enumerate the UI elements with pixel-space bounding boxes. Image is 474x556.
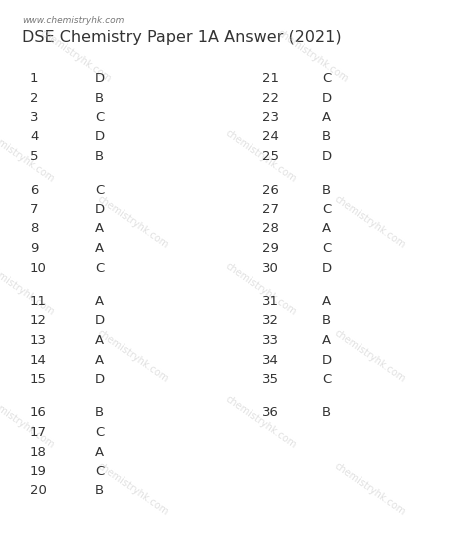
Text: 11: 11	[30, 295, 47, 308]
Text: A: A	[95, 354, 104, 366]
Text: B: B	[322, 183, 331, 196]
Text: chemistryhk.com: chemistryhk.com	[223, 127, 298, 184]
Text: chemistryhk.com: chemistryhk.com	[223, 394, 298, 451]
Text: C: C	[95, 426, 104, 439]
Text: 24: 24	[262, 131, 279, 143]
Text: 19: 19	[30, 465, 47, 478]
Text: D: D	[322, 261, 332, 275]
Text: D: D	[322, 92, 332, 105]
Text: chemistryhk.com: chemistryhk.com	[0, 394, 56, 451]
Text: 8: 8	[30, 222, 38, 236]
Text: 16: 16	[30, 406, 47, 419]
Text: B: B	[95, 484, 104, 498]
Text: A: A	[322, 222, 331, 236]
Text: D: D	[95, 315, 105, 327]
Text: 14: 14	[30, 354, 47, 366]
Text: 27: 27	[262, 203, 279, 216]
Text: D: D	[95, 72, 105, 85]
Text: 29: 29	[262, 242, 279, 255]
Text: DSE Chemistry Paper 1A Answer (2021): DSE Chemistry Paper 1A Answer (2021)	[22, 30, 342, 45]
Text: 18: 18	[30, 445, 47, 459]
Text: chemistryhk.com: chemistryhk.com	[38, 27, 113, 84]
Text: chemistryhk.com: chemistryhk.com	[275, 27, 350, 84]
Text: 13: 13	[30, 334, 47, 347]
Text: D: D	[322, 354, 332, 366]
Text: 3: 3	[30, 111, 38, 124]
Text: A: A	[95, 445, 104, 459]
Text: chemistryhk.com: chemistryhk.com	[95, 461, 170, 518]
Text: A: A	[95, 334, 104, 347]
Text: 9: 9	[30, 242, 38, 255]
Text: chemistryhk.com: chemistryhk.com	[332, 327, 407, 384]
Text: 5: 5	[30, 150, 38, 163]
Text: C: C	[95, 111, 104, 124]
Text: chemistryhk.com: chemistryhk.com	[0, 261, 56, 317]
Text: C: C	[322, 203, 331, 216]
Text: D: D	[95, 373, 105, 386]
Text: D: D	[322, 150, 332, 163]
Text: chemistryhk.com: chemistryhk.com	[332, 194, 407, 251]
Text: 4: 4	[30, 131, 38, 143]
Text: chemistryhk.com: chemistryhk.com	[332, 461, 407, 518]
Text: 20: 20	[30, 484, 47, 498]
Text: C: C	[95, 261, 104, 275]
Text: 2: 2	[30, 92, 38, 105]
Text: 34: 34	[262, 354, 279, 366]
Text: 17: 17	[30, 426, 47, 439]
Text: C: C	[322, 242, 331, 255]
Text: 6: 6	[30, 183, 38, 196]
Text: 15: 15	[30, 373, 47, 386]
Text: chemistryhk.com: chemistryhk.com	[95, 327, 170, 384]
Text: chemistryhk.com: chemistryhk.com	[223, 261, 298, 317]
Text: C: C	[95, 465, 104, 478]
Text: A: A	[322, 295, 331, 308]
Text: D: D	[95, 131, 105, 143]
Text: A: A	[95, 242, 104, 255]
Text: A: A	[95, 295, 104, 308]
Text: 30: 30	[262, 261, 279, 275]
Text: 33: 33	[262, 334, 279, 347]
Text: 22: 22	[262, 92, 279, 105]
Text: 26: 26	[262, 183, 279, 196]
Text: B: B	[322, 406, 331, 419]
Text: 36: 36	[262, 406, 279, 419]
Text: 31: 31	[262, 295, 279, 308]
Text: B: B	[95, 150, 104, 163]
Text: A: A	[95, 222, 104, 236]
Text: A: A	[322, 334, 331, 347]
Text: 12: 12	[30, 315, 47, 327]
Text: 7: 7	[30, 203, 38, 216]
Text: 10: 10	[30, 261, 47, 275]
Text: B: B	[322, 131, 331, 143]
Text: www.chemistryhk.com: www.chemistryhk.com	[22, 16, 124, 25]
Text: 25: 25	[262, 150, 279, 163]
Text: C: C	[322, 373, 331, 386]
Text: B: B	[95, 92, 104, 105]
Text: 23: 23	[262, 111, 279, 124]
Text: B: B	[95, 406, 104, 419]
Text: 1: 1	[30, 72, 38, 85]
Text: chemistryhk.com: chemistryhk.com	[95, 194, 170, 251]
Text: B: B	[322, 315, 331, 327]
Text: chemistryhk.com: chemistryhk.com	[0, 127, 56, 184]
Text: D: D	[95, 203, 105, 216]
Text: C: C	[95, 183, 104, 196]
Text: 21: 21	[262, 72, 279, 85]
Text: 32: 32	[262, 315, 279, 327]
Text: C: C	[322, 72, 331, 85]
Text: A: A	[322, 111, 331, 124]
Text: 28: 28	[262, 222, 279, 236]
Text: 35: 35	[262, 373, 279, 386]
